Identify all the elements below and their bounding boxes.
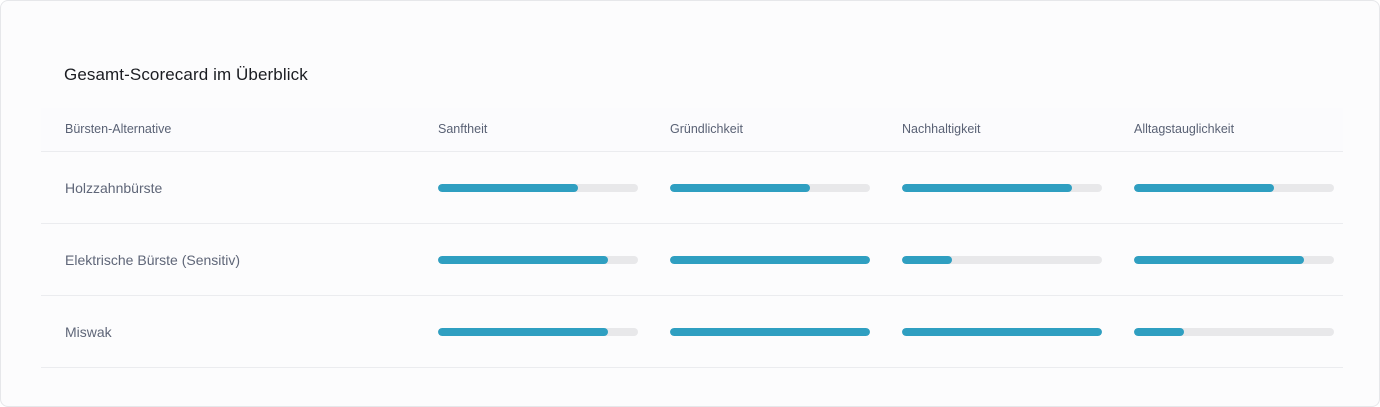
score-bar	[1134, 328, 1334, 336]
table-row: Holzzahnbürste	[41, 152, 1343, 224]
score-bar	[902, 328, 1102, 336]
score-bar-fill	[438, 184, 578, 192]
score-bar-fill	[902, 184, 1072, 192]
row-name: Holzzahnbürste	[65, 180, 163, 196]
score-bar-fill	[670, 184, 810, 192]
score-bar	[902, 184, 1102, 192]
column-header-gruendlichkeit: Gründlichkeit	[670, 122, 743, 136]
score-bar-fill	[438, 256, 608, 264]
table-header-row: Bürsten-Alternative Sanftheit Gründlichk…	[41, 108, 1343, 152]
score-bar	[1134, 184, 1334, 192]
table-row: Elektrische Bürste (Sensitiv)	[41, 224, 1343, 296]
scorecard-table: Bürsten-Alternative Sanftheit Gründlichk…	[41, 108, 1343, 368]
scorecard-title: Gesamt-Scorecard im Überblick	[64, 65, 308, 84]
score-bar	[670, 328, 870, 336]
score-bar	[438, 256, 638, 264]
row-name: Elektrische Bürste (Sensitiv)	[65, 252, 241, 268]
score-bar-fill	[902, 256, 952, 264]
column-header-alltagstauglichkeit: Alltagstauglichkeit	[1134, 122, 1235, 136]
row-name: Miswak	[65, 324, 112, 340]
score-bar	[438, 328, 638, 336]
score-bar	[1134, 256, 1334, 264]
score-bar-fill	[438, 328, 608, 336]
score-bar	[670, 184, 870, 192]
score-bar	[438, 184, 638, 192]
score-bar-fill	[1134, 256, 1304, 264]
score-bar-fill	[670, 256, 870, 264]
column-header-alternative: Bürsten-Alternative	[65, 122, 172, 136]
score-bar-fill	[1134, 328, 1184, 336]
score-bar-fill	[670, 328, 870, 336]
score-bar	[670, 256, 870, 264]
column-header-nachhaltigkeit: Nachhaltigkeit	[902, 122, 981, 136]
score-bar	[902, 256, 1102, 264]
score-bar-fill	[902, 328, 1102, 336]
table-row: Miswak	[41, 296, 1343, 368]
score-bar-fill	[1134, 184, 1274, 192]
column-header-sanftheit: Sanftheit	[438, 122, 488, 136]
